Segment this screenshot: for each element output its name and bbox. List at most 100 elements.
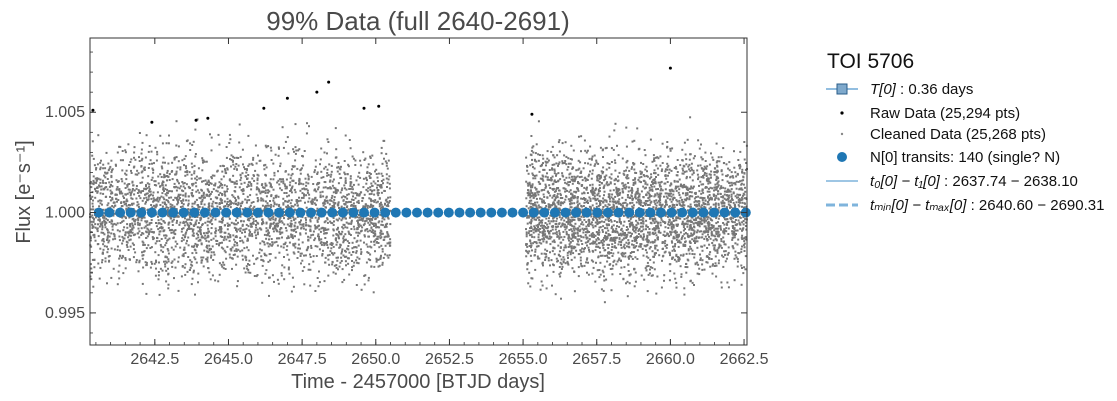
- cleaned-data-point: [270, 203, 273, 206]
- cleaned-data-point: [177, 145, 180, 148]
- cleaned-data-point: [675, 281, 678, 284]
- cleaned-data-point: [145, 292, 148, 295]
- cleaned-data-point: [150, 221, 153, 224]
- cleaned-data-point: [546, 223, 549, 226]
- cleaned-data-point: [630, 223, 633, 226]
- cleaned-data-point: [713, 229, 716, 232]
- cleaned-data-point: [638, 176, 641, 179]
- cleaned-data-point: [567, 235, 570, 238]
- cleaned-data-point: [253, 179, 256, 182]
- cleaned-data-point: [671, 223, 674, 226]
- cleaned-data-point: [224, 251, 227, 254]
- cleaned-data-point: [707, 231, 710, 233]
- cleaned-data-point: [287, 152, 290, 155]
- cleaned-data-point: [299, 233, 302, 236]
- cleaned-data-point: [241, 249, 244, 252]
- cleaned-data-point: [631, 232, 633, 235]
- cleaned-data-point: [278, 251, 281, 254]
- cleaned-data-point: [320, 241, 323, 244]
- cleaned-data-point: [265, 146, 268, 149]
- cleaned-data-point: [309, 220, 312, 223]
- cleaned-data-point: [702, 169, 705, 172]
- cleaned-data-point: [564, 188, 567, 191]
- cleaned-data-point: [244, 198, 247, 201]
- cleaned-data-point: [268, 190, 271, 193]
- cleaned-data-point: [161, 226, 164, 229]
- cleaned-data-point: [189, 259, 192, 262]
- cleaned-data-point: [138, 160, 141, 162]
- cleaned-data-point: [380, 146, 383, 149]
- cleaned-data-point: [667, 227, 670, 229]
- cleaned-data-point: [348, 139, 351, 141]
- cleaned-data-point: [563, 178, 566, 181]
- cleaned-data-point: [735, 175, 738, 178]
- cleaned-data-point: [563, 226, 566, 228]
- cleaned-data-point: [157, 182, 160, 185]
- cleaned-data-point: [344, 196, 347, 199]
- cleaned-data-point: [299, 247, 301, 250]
- cleaned-data-point: [204, 183, 207, 186]
- cleaned-data-point: [218, 143, 221, 146]
- cleaned-data-point: [550, 150, 553, 153]
- cleaned-data-point: [138, 261, 141, 264]
- cleaned-data-point: [246, 195, 249, 198]
- cleaned-data-point: [388, 182, 391, 185]
- cleaned-data-point: [370, 218, 373, 220]
- cleaned-data-point: [580, 197, 583, 200]
- cleaned-data-point: [148, 183, 151, 186]
- cleaned-data-point: [118, 257, 121, 260]
- cleaned-data-point: [89, 197, 92, 200]
- cleaned-data-point: [357, 175, 360, 178]
- cleaned-data-point: [703, 217, 706, 220]
- cleaned-data-point: [232, 163, 235, 166]
- cleaned-data-point: [709, 186, 712, 189]
- cleaned-data-point: [614, 241, 617, 244]
- cleaned-data-point: [188, 224, 191, 227]
- cleaned-data-point: [282, 202, 285, 205]
- cleaned-data-point: [226, 222, 229, 225]
- cleaned-data-point: [174, 266, 177, 269]
- cleaned-data-point: [551, 284, 553, 287]
- cleaned-data-point: [559, 271, 562, 274]
- cleaned-data-point: [638, 180, 641, 183]
- cleaned-data-point: [204, 237, 207, 240]
- cleaned-data-point: [131, 242, 134, 245]
- cleaned-data-point: [385, 204, 388, 207]
- cleaned-data-point: [537, 120, 540, 123]
- cleaned-data-point: [279, 187, 282, 190]
- cleaned-data-point: [220, 263, 223, 266]
- cleaned-data-point: [146, 227, 149, 230]
- cleaned-data-point: [569, 189, 572, 192]
- cleaned-data-point: [264, 189, 267, 192]
- cleaned-data-point: [526, 214, 529, 217]
- cleaned-data-point: [281, 215, 284, 217]
- cleaned-data-point: [274, 153, 277, 156]
- cleaned-data-point: [283, 192, 286, 194]
- cleaned-data-point: [111, 196, 114, 199]
- cleaned-data-point: [702, 175, 704, 177]
- cleaned-data-point: [292, 165, 295, 168]
- cleaned-data-point: [533, 225, 536, 228]
- cleaned-data-point: [579, 228, 582, 231]
- cleaned-data-point: [173, 186, 176, 188]
- cleaned-data-point: [375, 257, 378, 260]
- cleaned-data-point: [114, 193, 117, 196]
- cleaned-data-point: [643, 149, 646, 151]
- cleaned-data-point: [680, 275, 683, 278]
- cleaned-data-point: [230, 158, 233, 161]
- cleaned-data-point: [595, 205, 598, 208]
- cleaned-data-point: [351, 260, 353, 262]
- cleaned-data-point: [202, 159, 205, 162]
- cleaned-data-point: [350, 228, 353, 230]
- cleaned-data-point: [267, 229, 269, 232]
- cleaned-data-point: [218, 244, 220, 247]
- cleaned-data-point: [696, 229, 699, 232]
- cleaned-data-point: [256, 231, 259, 234]
- cleaned-data-point: [211, 202, 214, 205]
- cleaned-data-point: [552, 270, 555, 273]
- cleaned-data-point: [351, 155, 354, 158]
- cleaned-data-point: [348, 273, 351, 276]
- cleaned-data-point: [278, 147, 280, 150]
- cleaned-data-point: [163, 260, 165, 263]
- cleaned-data-point: [135, 214, 138, 217]
